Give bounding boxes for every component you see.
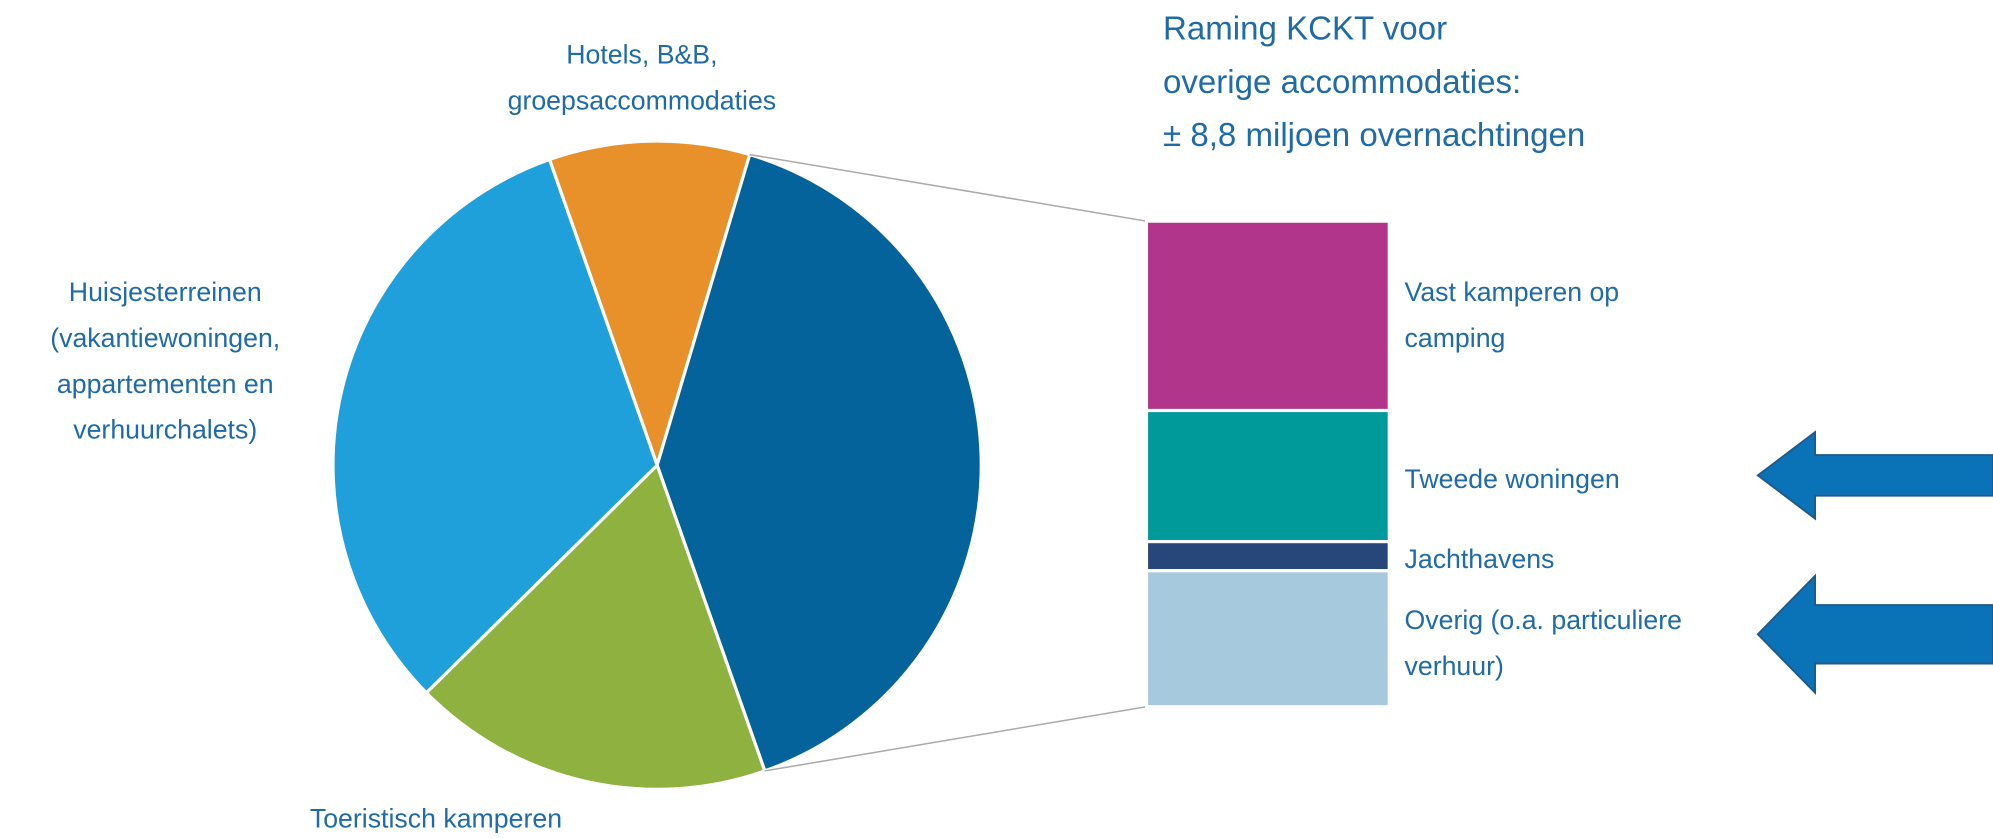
segment-label: Vast kamperen op camping [1404,278,1620,354]
segment-label: Overig (o.a. particuliere verhuur) [1404,606,1682,682]
title-line: Raming KCKT voor [1163,8,1448,48]
segment-label: Jachthavens [1404,545,1555,575]
title-line: overige accommodaties: [1163,62,1522,101]
pie-slice [547,139,752,471]
slice-label: Huisjesterreinen (vakantiewoningen, appa… [50,278,281,445]
segment-label: Tweede woningen [1404,465,1620,495]
title-line: ± 8,8 miljoen overnachtingen [1163,115,1586,154]
pie-slice [655,152,983,773]
bar-segment [1144,569,1391,709]
pie-slice [424,462,767,791]
slice-label: Hotels, B&B, groepsaccommodaties [507,40,777,116]
bar-segment [1144,540,1391,573]
pie-slice [331,157,659,696]
title: Raming KCKT voor overige accommodaties: ± … [1163,1,1585,161]
connector [764,705,1147,772]
arrow [1756,430,1993,521]
arrow [1756,573,1993,696]
slice-label: Toeristisch kamperen [309,804,563,834]
bar-segment [1144,408,1391,544]
bar-segment [1144,219,1391,413]
connector [749,153,1147,222]
